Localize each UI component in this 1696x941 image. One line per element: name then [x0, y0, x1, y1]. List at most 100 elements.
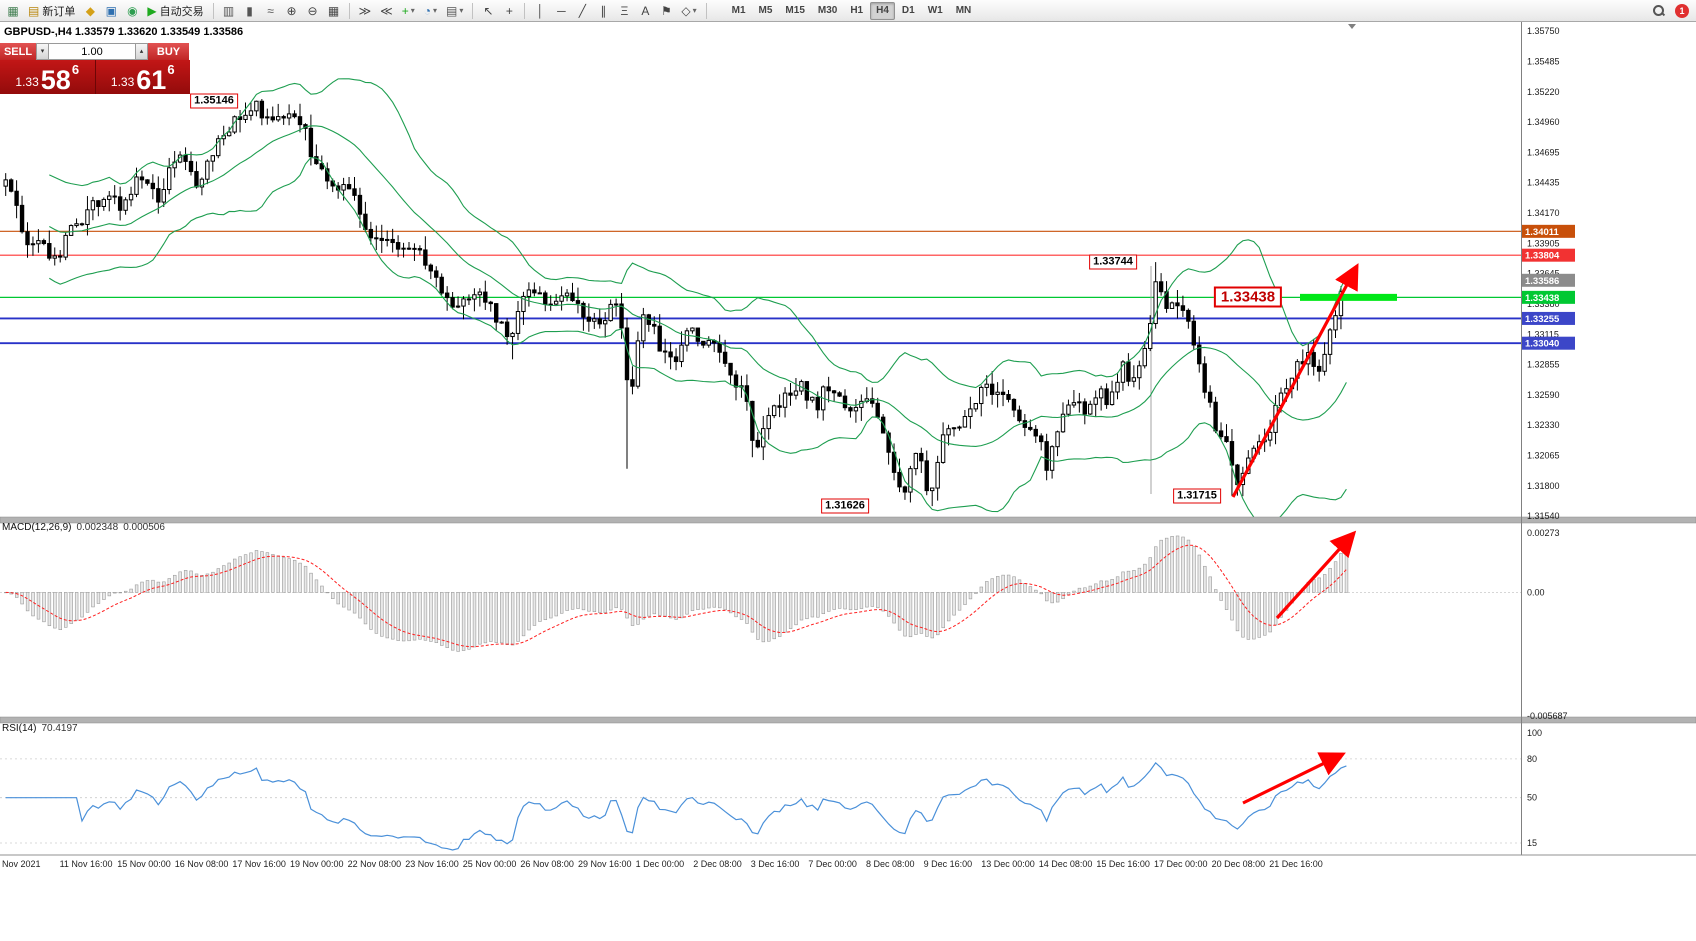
price-tick-label: 1.34435 [1527, 177, 1560, 187]
market-icon: ▣ [105, 3, 118, 18]
search-icon[interactable] [1648, 2, 1669, 20]
volume-increase-button[interactable]: ▴ [135, 43, 148, 60]
volume-decrease-button[interactable]: ▾ [36, 43, 49, 60]
timeframe-m5[interactable]: M5 [758, 5, 773, 16]
label-icon[interactable]: ⚑ [656, 2, 676, 20]
line-chart-type-icon[interactable]: ≈ [261, 2, 281, 20]
periods-icon[interactable]: ◔ ▾ [420, 2, 441, 20]
main-toolbar: ▦ ▤ 新订单 ◆ ▣ ◉ ▶ 自动交易 ▥ ▮ ≈ ⊕ ⊖ ▦ ≫ ≪ + ▾ ◔ ▾ ▤ ▾ ↖ + │ ─ ╱ ∥ Ξ A ⚑ ◇ ▾ M… [0, 0, 1696, 22]
notification-badge[interactable]: 1 [1675, 3, 1689, 18]
time-axis-label: 17 Dec 00:00 [1154, 859, 1208, 869]
mql5-community-icon: ◆ [85, 3, 95, 18]
price-annotation[interactable]: 1.31626 [821, 498, 869, 514]
trend-arrow-rsi[interactable] [1242, 752, 1346, 805]
sell-button[interactable]: SELL [0, 43, 36, 60]
scroll-position-marker[interactable] [1348, 24, 1356, 29]
zoom-in-icon[interactable]: ⊕ [282, 2, 302, 20]
price-annotation[interactable]: 1.33438 [1213, 286, 1283, 308]
mql5-community-icon[interactable]: ◆ [80, 2, 100, 20]
new-order-button[interactable]: ▤ 新订单 [24, 2, 79, 20]
sell-pips: 58 [40, 65, 71, 95]
price-annotation[interactable]: 1.31715 [1173, 488, 1221, 504]
time-axis-label: 26 Nov 08:00 [520, 859, 574, 869]
rsi-tick-label: 100 [1527, 728, 1542, 738]
macd-signal-line [5, 544, 1347, 648]
price-badge [1522, 311, 1575, 325]
toolbar-separator [705, 2, 707, 19]
buy-button[interactable]: BUY [148, 43, 189, 60]
price-tick-label: 1.32330 [1527, 420, 1560, 430]
shapes-icon[interactable]: ◇ ▾ [677, 2, 700, 20]
main-chart-pane [0, 78, 1521, 518]
candlestick-chart-type-icon[interactable]: ▮ [240, 2, 260, 20]
time-axis-label: 15 Nov 00:00 [117, 859, 171, 869]
auto-trading-button[interactable]: ▶ 自动交易 [143, 2, 207, 20]
zoom-out-icon: ⊖ [307, 3, 318, 18]
toolbar-right-group: 1 [1648, 2, 1693, 20]
timeframe-d1[interactable]: D1 [901, 5, 915, 16]
time-axis-label: 2 Dec 08:00 [693, 859, 742, 869]
price-annotation[interactable]: 1.33744 [1089, 254, 1137, 270]
price-badge [1522, 224, 1575, 238]
equidistant-channel-icon[interactable]: ∥ [593, 2, 613, 20]
time-axis-label: 8 Dec 08:00 [866, 859, 915, 869]
horizontal-line-icon: ─ [557, 3, 566, 18]
zoom-out-icon[interactable]: ⊖ [303, 2, 323, 20]
time-axis-label: 13 Dec 00:00 [981, 859, 1035, 869]
auto-scroll-icon[interactable]: ≫ [355, 2, 376, 20]
volume-input[interactable] [49, 43, 135, 60]
add-indicator-icon: + [401, 3, 409, 18]
time-axis-label: 7 Dec 00:00 [808, 859, 857, 869]
time-axis-label: 29 Nov 16:00 [578, 859, 632, 869]
zoom-in-icon: ⊕ [286, 3, 297, 18]
timeframe-toolbar: M1 M5 M15 M30 H1 H4 D1 W1 MN [726, 1, 978, 20]
rsi-indicator-label: RSI(14) 70.4197 [2, 723, 78, 734]
timeframe-w1[interactable]: W1 [927, 5, 943, 16]
price-tick-label: 1.32855 [1527, 360, 1560, 370]
timeframe-m30[interactable]: M30 [817, 5, 838, 16]
pane-separator[interactable] [0, 716, 1696, 724]
cursor-icon[interactable]: ↖ [478, 2, 498, 20]
price-tick-label: 1.34960 [1527, 117, 1560, 127]
templates-icon[interactable]: ▤ ▾ [442, 2, 467, 20]
rsi-tick-label: 15 [1527, 838, 1537, 848]
macd-main-value: 0.002348 [76, 522, 119, 533]
sell-price-display[interactable]: 1.33 58 6 [0, 60, 95, 94]
toolbar-separator [348, 2, 350, 19]
timeframe-mn[interactable]: MN [955, 5, 972, 16]
time-axis-label: Nov 2021 [2, 859, 41, 869]
time-axis-label: 19 Nov 00:00 [290, 859, 344, 869]
vertical-line-icon[interactable]: │ [530, 2, 550, 20]
price-annotation[interactable]: 1.35146 [190, 93, 238, 109]
line-chart-type-icon: ≈ [267, 3, 274, 18]
chart-shift-icon[interactable]: ≪ [376, 2, 397, 20]
price-tick-label: 1.34170 [1527, 208, 1560, 218]
price-badge [1522, 336, 1575, 350]
timeframe-m1[interactable]: M1 [731, 5, 746, 16]
text-icon[interactable]: A [635, 2, 655, 20]
timeframe-h1[interactable]: H1 [850, 5, 864, 16]
trend-arrow-macd[interactable] [1275, 530, 1357, 620]
buy-pips: 61 [136, 65, 167, 95]
trend-arrow-price[interactable] [1231, 263, 1359, 498]
time-axis-label: 9 Dec 16:00 [924, 859, 973, 869]
pane-separator[interactable] [0, 516, 1696, 524]
timeframe-m15[interactable]: M15 [785, 5, 805, 16]
tile-windows-icon[interactable]: ▦ [324, 2, 344, 20]
fibonacci-icon[interactable]: Ξ [614, 2, 634, 20]
crosshair-icon[interactable]: + [499, 2, 519, 20]
chevron-down-icon: ▾ [432, 6, 437, 15]
codebase-icon[interactable]: ◉ [122, 2, 142, 20]
horizontal-line-icon[interactable]: ─ [551, 2, 571, 20]
timeframe-h4[interactable]: H4 [870, 1, 895, 20]
chart-canvas[interactable]: 1.35750 1.35485 1.35220 1.34960 1.34695 1.344… [0, 22, 1696, 941]
add-indicator-icon[interactable]: + ▾ [398, 2, 419, 20]
price-badge-label: 1.33040 [1525, 339, 1559, 350]
bar-chart-type-icon[interactable]: ▥ [219, 2, 239, 20]
time-axis-label: 14 Dec 08:00 [1039, 859, 1093, 869]
time-axis-label: 20 Dec 08:00 [1212, 859, 1266, 869]
trendline-icon[interactable]: ╱ [572, 2, 592, 20]
new-chart-icon[interactable]: ▦ [3, 2, 23, 20]
market-icon[interactable]: ▣ [101, 2, 121, 20]
buy-price-display[interactable]: 1.33 61 6 [95, 60, 190, 95]
